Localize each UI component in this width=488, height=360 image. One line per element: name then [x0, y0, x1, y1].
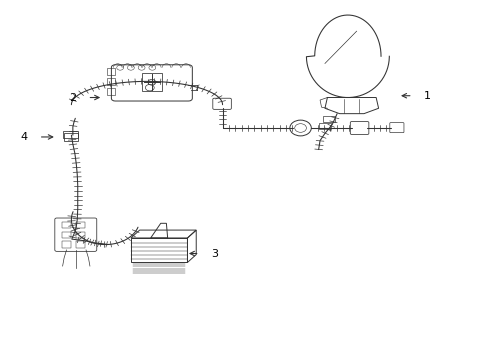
Bar [323, 116, 334, 122]
Bar [319, 123, 330, 129]
Bar [62, 241, 71, 248]
Bar [62, 231, 71, 238]
Text: 3: 3 [210, 248, 217, 258]
Text: 1: 1 [423, 91, 430, 101]
Bar [106, 78, 115, 85]
Bar [76, 241, 84, 248]
Text: 4: 4 [20, 132, 28, 142]
Text: 2: 2 [69, 93, 76, 103]
Bar [106, 68, 115, 75]
Bar [64, 133, 78, 140]
Bar [142, 73, 162, 91]
Bar [63, 131, 78, 138]
Bar [106, 88, 115, 95]
Bar [76, 231, 84, 238]
Bar [62, 222, 71, 228]
Bar [76, 222, 84, 228]
Bar [131, 238, 187, 262]
